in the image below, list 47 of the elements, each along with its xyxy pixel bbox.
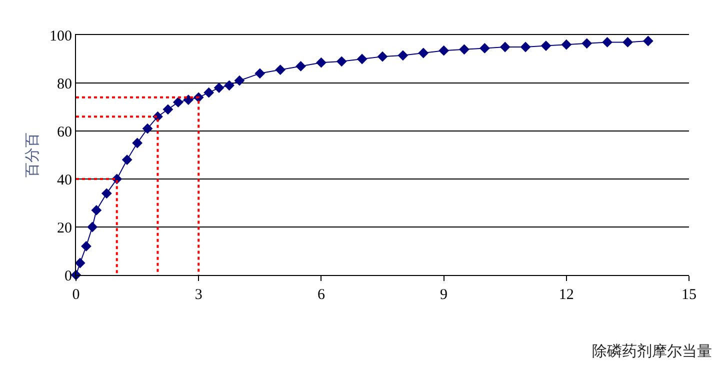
point xyxy=(418,48,429,58)
point xyxy=(275,64,286,75)
point xyxy=(74,258,86,268)
x-tick-label: 3 xyxy=(194,287,202,303)
point xyxy=(101,188,112,199)
point xyxy=(132,138,142,148)
y-tick-label: 0 xyxy=(64,268,72,284)
x-axis-title: 除磷药剂摩尔当量 xyxy=(592,342,712,360)
point xyxy=(234,75,245,86)
point xyxy=(296,61,306,72)
point xyxy=(540,40,552,51)
point xyxy=(162,104,174,115)
point xyxy=(398,50,408,61)
point xyxy=(81,241,92,252)
y-tick-label: 60 xyxy=(57,124,72,140)
point xyxy=(356,54,368,64)
point xyxy=(602,37,612,48)
x-tick-label: 9 xyxy=(440,287,448,303)
point xyxy=(316,57,326,68)
x-tick-label: 15 xyxy=(682,287,696,303)
point xyxy=(582,38,592,49)
y-tick-label: 40 xyxy=(57,172,72,188)
x-tick-label: 6 xyxy=(317,287,326,303)
x-tick-label: 12 xyxy=(558,287,574,303)
y-tick-label: 100 xyxy=(50,28,72,44)
point xyxy=(561,39,572,50)
point xyxy=(122,154,132,165)
point xyxy=(91,205,102,216)
point xyxy=(142,123,153,134)
point xyxy=(377,51,388,62)
point xyxy=(520,42,531,52)
point xyxy=(438,45,449,56)
point xyxy=(224,80,234,91)
point xyxy=(459,44,470,55)
point xyxy=(87,222,98,232)
point xyxy=(479,43,490,54)
point xyxy=(622,37,633,48)
point xyxy=(172,97,184,108)
y-tick-label: 80 xyxy=(57,76,72,92)
y-axis-title: 百分百 xyxy=(22,132,41,178)
point xyxy=(642,36,654,46)
point xyxy=(500,42,510,52)
y-tick-label: 20 xyxy=(57,220,72,236)
point xyxy=(214,82,224,93)
point xyxy=(336,56,347,67)
point xyxy=(254,68,266,79)
point xyxy=(204,87,214,98)
